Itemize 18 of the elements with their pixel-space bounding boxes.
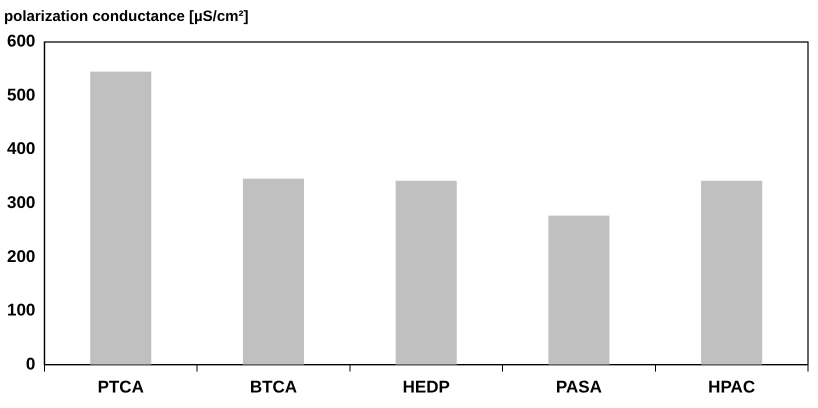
y-tick-label: 500	[6, 85, 36, 104]
y-tick-label: 200	[6, 246, 36, 266]
bar	[701, 180, 762, 365]
x-tick-label: BTCA	[250, 377, 298, 396]
x-tick-label: HPAC	[708, 377, 756, 396]
y-tick-label: 0	[26, 354, 36, 374]
x-tick-label: PASA	[556, 377, 602, 396]
y-tick-label: 100	[6, 300, 36, 320]
y-tick-label: 400	[6, 139, 36, 158]
x-tick-label: PTCA	[98, 377, 144, 396]
x-tick-label: HEDP	[402, 377, 450, 396]
bar	[90, 72, 152, 365]
bar	[396, 180, 457, 365]
bar	[548, 216, 610, 365]
y-tick-label: 300	[6, 192, 36, 212]
y-axis-title: polarization conductance [µS/cm²]	[4, 8, 249, 26]
bar	[242, 178, 304, 365]
y-tick-label: 600	[6, 32, 36, 51]
